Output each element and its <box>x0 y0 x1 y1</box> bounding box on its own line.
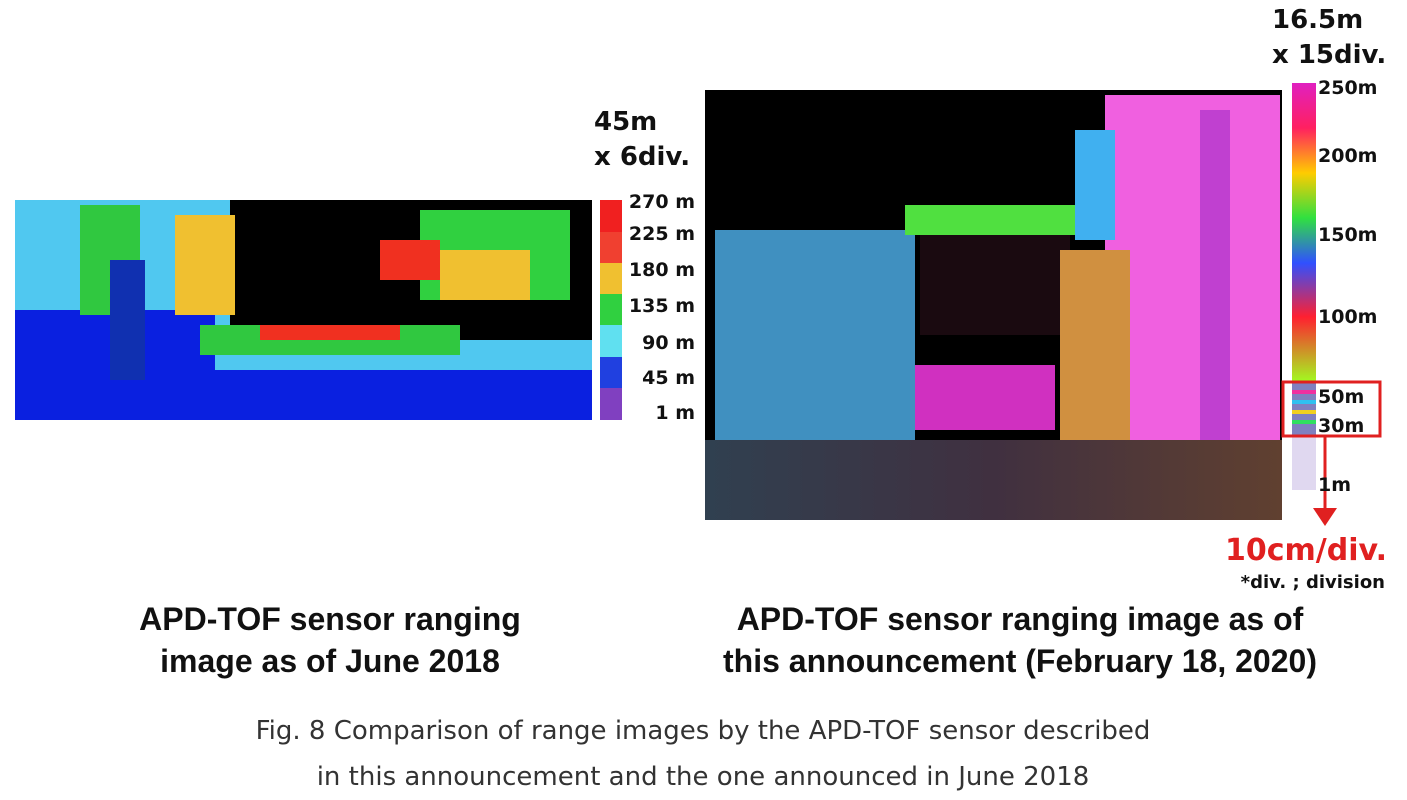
scale-label: x 6div. <box>594 142 690 172</box>
legend-label: 30m <box>1318 415 1364 437</box>
caption: image as of June 2018 <box>160 643 500 679</box>
caption: APD-TOF sensor ranging image as of <box>737 601 1304 637</box>
scale-label: 45m <box>594 107 657 137</box>
note: *div. ; division <box>1241 572 1385 593</box>
legend-label: 150m <box>1318 224 1377 246</box>
legend-label: 250m <box>1318 77 1377 99</box>
legend-label: 50m <box>1318 386 1364 408</box>
left-range-image <box>15 200 592 420</box>
legend-label: 100m <box>1318 306 1377 328</box>
scale-label: 16.5m <box>1272 5 1363 35</box>
scale-label: x 15div. <box>1272 40 1386 70</box>
legend-label: 225 m <box>629 223 695 245</box>
caption: APD-TOF sensor ranging <box>139 601 521 637</box>
zoom-box <box>1281 380 1382 438</box>
legend-label: 270 m <box>629 191 695 213</box>
legend-label: 1m <box>1318 474 1351 496</box>
legend-label: 200m <box>1318 145 1377 167</box>
legend-label: 135 m <box>629 295 695 317</box>
left-color-bar <box>600 200 622 420</box>
figure-caption: Fig. 8 Comparison of range images by the… <box>256 716 1151 746</box>
legend-label: 90 m <box>642 332 695 354</box>
legend-label: 45 m <box>642 367 695 389</box>
legend-label: 180 m <box>629 259 695 281</box>
right-range-image <box>705 90 1282 520</box>
figure-caption: in this announcement and the one announc… <box>317 762 1090 792</box>
legend-label: 1 m <box>655 402 695 424</box>
zoom-arrow-head <box>1313 508 1337 526</box>
right-color-bar <box>1292 83 1316 383</box>
caption: this announcement (February 18, 2020) <box>723 643 1317 679</box>
right-color-bar-stripes <box>1292 383 1316 490</box>
zoom-label: 10cm/div. <box>1225 533 1387 568</box>
